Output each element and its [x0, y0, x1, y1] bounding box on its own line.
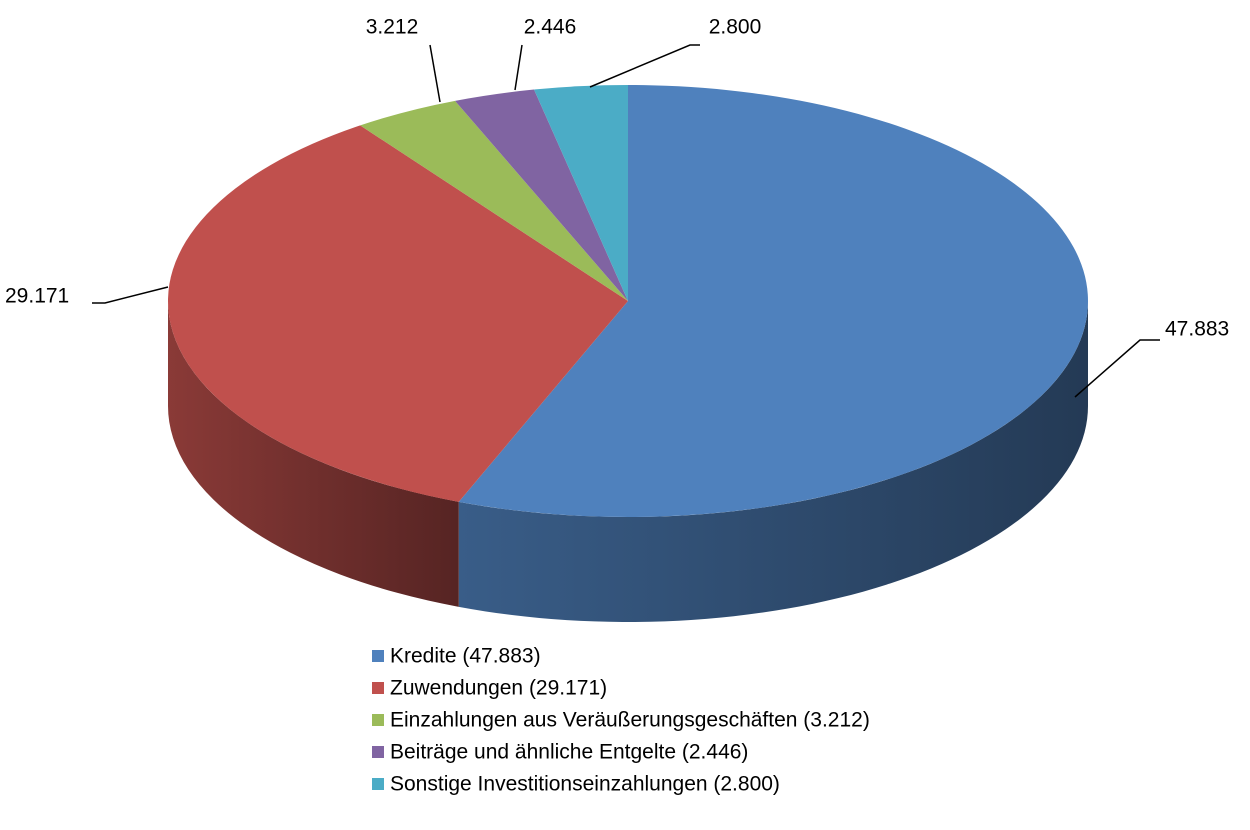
pie-slice: [167, 125, 628, 502]
leader-line: [1074, 339, 1160, 398]
legend-label: Sonstige Investitionseinzahlungen (2.800…: [390, 773, 780, 796]
data-label: 2.800: [709, 16, 762, 39]
pie-slice: [455, 89, 628, 301]
leader-line: [514, 44, 523, 91]
legend-swatch: [372, 650, 384, 662]
data-label: 2.446: [524, 16, 577, 39]
legend-label: Beiträge und ähnliche Entgelte (2.446): [390, 741, 748, 764]
legend-label: Einzahlungen aus Veräußerungsgeschäften …: [390, 709, 870, 732]
leader-lines: [92, 44, 1160, 398]
leader-line: [92, 286, 169, 304]
pie-slice: [534, 85, 628, 301]
legend-label: Zuwendungen (29.171): [390, 677, 607, 700]
pie-slice: [458, 85, 1088, 517]
legend-swatch: [372, 682, 384, 694]
data-label: 3.212: [366, 16, 419, 39]
legend-swatch: [372, 778, 384, 790]
leader-line: [589, 44, 700, 88]
pie-slice: [360, 100, 628, 302]
pie-slice-side: [458, 301, 1088, 622]
data-label: 47.883: [1165, 318, 1229, 341]
data-label: 29.171: [5, 285, 69, 308]
legend-swatch: [372, 714, 384, 726]
legend-label: Kredite (47.883): [390, 645, 541, 668]
pie-slice-side: [168, 301, 459, 607]
legend-swatch: [372, 746, 384, 758]
leader-line: [429, 44, 441, 103]
